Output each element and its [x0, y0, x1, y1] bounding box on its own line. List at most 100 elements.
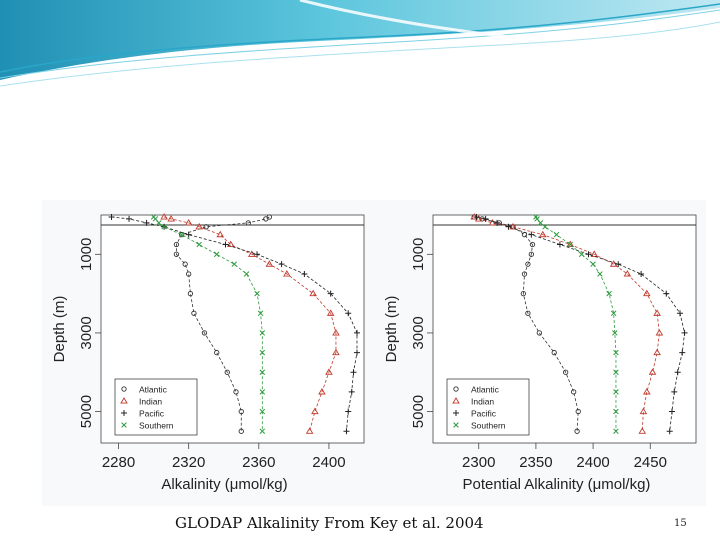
- chart1-point-atlantic: [173, 251, 180, 257]
- chart2-legend-label-indian: Indian: [471, 397, 494, 407]
- chart1-point-atlantic: [245, 220, 251, 226]
- chart2-point-southern: [613, 408, 619, 415]
- chart2-point-pacific: [663, 290, 670, 297]
- chart2-point-indian: [566, 240, 575, 248]
- chart2-point-atlantic: [521, 271, 528, 277]
- chart1-point-indian: [332, 329, 340, 336]
- chart1-point-indian: [195, 222, 203, 230]
- chart1-y-axis-label: Depth (m): [51, 296, 68, 363]
- chart2-legend-label-atlantic: Atlantic: [471, 385, 500, 395]
- chart2-point-atlantic: [570, 389, 577, 395]
- chart2-point-pacific: [482, 215, 489, 222]
- slide-caption: GLODAP Alkalinity From Key et al. 2004: [175, 514, 484, 532]
- chart2-point-southern: [597, 271, 603, 277]
- chart2-point-indian: [643, 289, 651, 297]
- chart-potential-alkalinity: 2300 2350 2400 2450 1000 3000 5000 Potential Al…: [383, 213, 697, 493]
- chart1-point-pacific: [143, 219, 150, 226]
- chart2-point-pacific: [679, 349, 686, 356]
- chart2-point-pacific: [528, 231, 535, 238]
- chart1-point-atlantic: [186, 271, 192, 277]
- chart2-legend-marker-pacific: [453, 410, 459, 416]
- chart1-point-indian: [248, 250, 256, 257]
- chart1-point-indian: [309, 289, 317, 297]
- chart2-y-tick-label: 1000: [410, 238, 427, 271]
- chart2-point-indian: [488, 218, 497, 226]
- chart2-point-indian: [509, 222, 517, 230]
- chart2-point-southern: [537, 220, 544, 226]
- chart2-point-southern: [542, 224, 548, 230]
- chart1-point-atlantic: [191, 310, 197, 316]
- chart2-point-pacific: [556, 241, 563, 248]
- chart2-point-pacific: [585, 251, 592, 258]
- page-number: 15: [674, 518, 687, 529]
- chart2-point-indian: [538, 230, 547, 238]
- chart1-point-pacific: [301, 270, 308, 277]
- chart1-point-pacific: [345, 408, 352, 415]
- chart1-series-indian: [160, 213, 340, 434]
- chart1-point-atlantic: [233, 389, 239, 395]
- chart1-y-tick-label: 1000: [78, 238, 95, 271]
- chart1-point-pacific: [185, 231, 192, 238]
- chart1-point-southern: [156, 220, 162, 226]
- chart2-x-tick-label: 2450: [634, 454, 667, 471]
- chart1-point-southern: [259, 408, 266, 415]
- chart2-point-pacific: [473, 213, 480, 220]
- chart2-x-tick-label: 2350: [519, 454, 552, 471]
- chart1-point-pacific: [350, 369, 357, 376]
- chart1-point-southern: [243, 271, 250, 277]
- chart2-legend-label-pacific: Pacific: [471, 409, 497, 419]
- chart2-point-indian: [653, 348, 661, 356]
- chart2-series-line-pacific: [476, 216, 685, 432]
- chart2-point-indian: [638, 427, 647, 434]
- chart2-point-atlantic: [520, 290, 526, 297]
- chart2-point-atlantic: [562, 369, 569, 375]
- chart1-point-indian: [318, 388, 326, 395]
- chart1-point-southern: [259, 428, 266, 434]
- chart2-point-pacific: [676, 310, 683, 317]
- chart1-point-indian: [305, 427, 314, 434]
- chart1-point-pacific: [353, 329, 360, 336]
- chart1-x-tick-label: 2400: [312, 454, 345, 471]
- chart1-legend-marker-southern: [121, 422, 127, 428]
- chart2-series-indian: [470, 213, 664, 434]
- chart2-point-southern: [613, 349, 619, 356]
- chart2-point-atlantic: [528, 251, 534, 257]
- chart2-point-southern: [613, 428, 619, 434]
- chart2-point-southern: [590, 261, 596, 267]
- chart1-legend-box: [114, 378, 198, 436]
- chart1-point-southern: [196, 241, 202, 248]
- chart1-point-indian: [184, 218, 193, 226]
- chart1-point-atlantic: [173, 241, 180, 248]
- chart2-legend-marker-southern: [453, 422, 459, 428]
- chart1-point-pacific: [348, 388, 355, 395]
- chart2-point-pacific: [681, 329, 688, 336]
- chart1-point-pacific: [254, 251, 261, 258]
- chart1-legend-marker-atlantic: [121, 386, 127, 392]
- chart1-point-southern: [259, 330, 266, 336]
- chart2-series-southern: [533, 214, 619, 434]
- chart2-point-pacific: [668, 408, 675, 415]
- chart1-point-pacific: [278, 261, 285, 268]
- chart2-legend-marker-indian: [452, 397, 460, 404]
- chart2-point-indian: [609, 260, 618, 267]
- chart2-point-indian: [639, 407, 648, 415]
- chart1-point-atlantic: [182, 261, 188, 267]
- chart1-point-southern: [161, 224, 167, 230]
- chart1-legend-label-atlantic: Atlantic: [139, 385, 168, 395]
- slide-header-swoosh: [0, 0, 720, 87]
- chart1-legend-label-southern: Southern: [139, 421, 174, 431]
- chart2-point-atlantic: [529, 241, 536, 248]
- chart1-point-atlantic: [263, 216, 269, 222]
- chart1-x-tick-label: 2280: [102, 454, 135, 471]
- chart2-point-southern: [612, 330, 618, 336]
- chart2-point-indian: [623, 270, 632, 277]
- chart2-point-southern: [567, 241, 573, 248]
- chart1-x-tick-label: 2360: [242, 454, 275, 471]
- chart2-point-pacific: [638, 270, 645, 277]
- chart1-point-atlantic: [224, 369, 230, 375]
- chart1-point-indian: [265, 260, 274, 267]
- chart1-point-indian: [216, 230, 225, 238]
- chart2-legend-box: [446, 378, 530, 436]
- chart1-point-southern: [257, 310, 264, 317]
- chart-alkalinity: 2280 2320 2360 2400 1000 3000 5000 Alkalinity (…: [51, 213, 365, 493]
